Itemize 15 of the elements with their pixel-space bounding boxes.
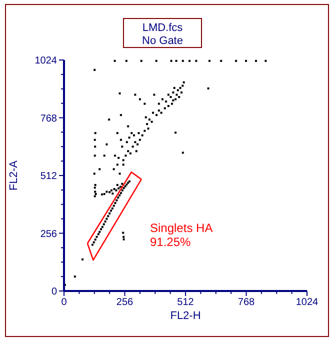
y-tick-label: 1024 bbox=[34, 56, 58, 66]
y-axis-title: FL2-A bbox=[8, 160, 20, 190]
annotation: Singlets HA 91.25% bbox=[150, 221, 213, 249]
y-tick-label: 0 bbox=[51, 286, 58, 298]
x-tick-label: 0 bbox=[61, 297, 68, 308]
x-tick-label: 512 bbox=[177, 297, 194, 308]
y-tick-label: 512 bbox=[40, 171, 58, 182]
x-tick-label: 768 bbox=[238, 297, 256, 308]
x-tick-label: 256 bbox=[116, 297, 134, 308]
chart-subtitle: No Gate bbox=[142, 35, 183, 47]
y-tick-label: 768 bbox=[40, 113, 58, 124]
y-tick-label: 256 bbox=[40, 228, 58, 240]
x-axis-title: FL2-H bbox=[170, 310, 201, 322]
x-tick-label: 1024 bbox=[296, 297, 319, 308]
chart-title: LMD.fcs bbox=[142, 22, 184, 34]
